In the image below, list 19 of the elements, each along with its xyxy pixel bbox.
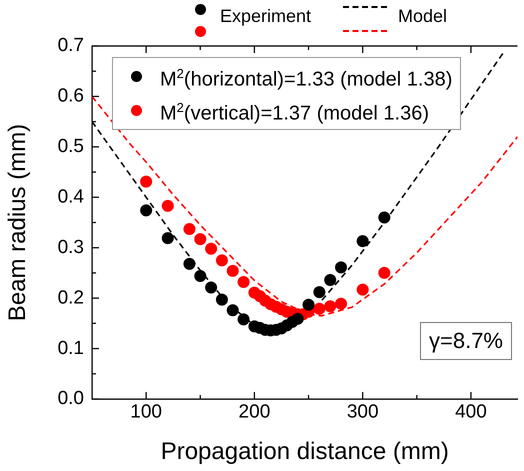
y-tick-label: 0.5 <box>58 136 84 158</box>
x-tick-label: 300 <box>346 402 379 423</box>
y-tick-label: 0.7 <box>58 35 84 56</box>
x-tick-label: 400 <box>455 402 487 423</box>
legend-label: M$^{2}$(vertical)=1.37 (model 1.36) <box>160 98 430 126</box>
y-tick-label: 0.1 <box>58 338 84 359</box>
y-tick-label: 0.0 <box>58 388 84 410</box>
text: Model <box>398 6 448 27</box>
y-axis-title: Beam radius (mm) <box>4 124 32 322</box>
x-tick-label: 100 <box>130 402 162 423</box>
x-axis-title: Propagation distance (mm) <box>160 438 449 466</box>
legend-label: M$^{2}$(horizontal)=1.33 (model 1.38) <box>160 65 452 93</box>
annotation: γ=8.7% <box>420 322 512 360</box>
y-tick-label: 0.3 <box>58 236 84 258</box>
y-tick-label: 0.2 <box>58 287 84 308</box>
x-tick-label: 200 <box>238 402 270 423</box>
text: Experiment <box>220 6 312 27</box>
y-tick-label: 0.6 <box>58 86 84 107</box>
y-tick-label: 0.4 <box>58 186 84 208</box>
